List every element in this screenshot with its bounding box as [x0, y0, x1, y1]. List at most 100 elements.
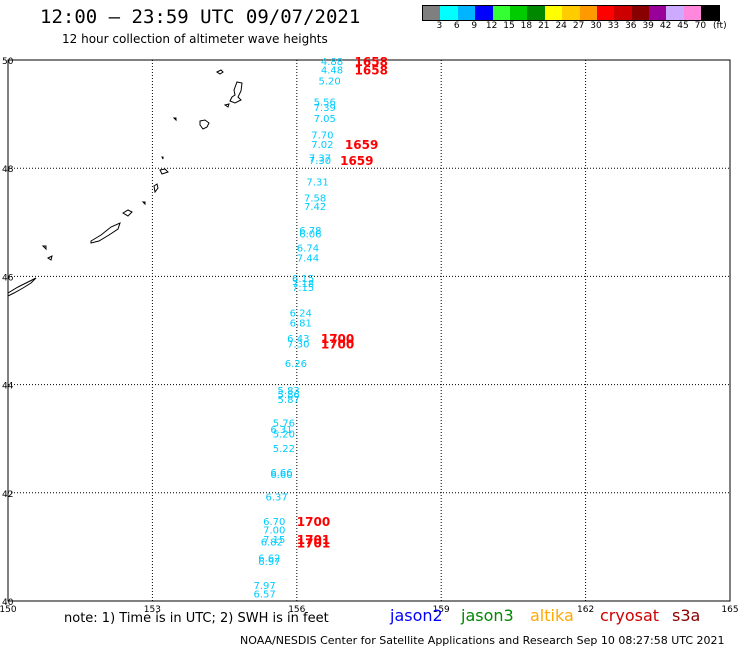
swh-value: 7.97 [253, 581, 275, 592]
swh-value: 7.39 [314, 103, 336, 114]
longitude-label: 150 [0, 605, 17, 615]
swh-value: 7.00 [263, 526, 285, 537]
swh-value: 6.82 [261, 537, 283, 548]
swh-value: 7.05 [314, 114, 336, 125]
legend-label: 70 [694, 21, 707, 31]
swh-value: 7.15 [263, 535, 285, 546]
legend-swatch [562, 6, 580, 20]
swh-value: 5.76 [273, 418, 295, 429]
legend-swatch [579, 6, 597, 20]
legend-label: 42 [659, 21, 672, 31]
satellite-altika: altika [530, 606, 574, 625]
island [141, 201, 146, 206]
swh-values: 4.884.485.205.567.397.057.707.027.377.30… [253, 57, 343, 600]
legend-swatch [527, 6, 545, 20]
island [41, 245, 47, 251]
island [172, 117, 177, 122]
swh-value: 5.56 [314, 98, 336, 109]
swh-value: 7.58 [304, 193, 326, 204]
latitude-label: 42 [2, 490, 13, 500]
latitude-label: 40 [2, 598, 14, 608]
note-text: note: 1) Time is in UTC; 2) SWH is in fe… [64, 611, 329, 626]
satellite-jason3: jason3 [461, 606, 514, 625]
swh-value: 7.44 [297, 253, 319, 264]
time-label: 1700 [321, 332, 354, 346]
island [161, 156, 164, 160]
time-label: 1701 [297, 533, 330, 547]
swh-value: 6.57 [253, 589, 275, 600]
swh-value: 7.30 [309, 156, 331, 167]
island [159, 168, 169, 175]
legend-label: 27 [572, 21, 585, 31]
color-legend [422, 5, 720, 21]
longitude-label: 159 [433, 605, 450, 615]
longitude-label: 165 [721, 605, 738, 615]
satellite-jason2: jason2 [390, 606, 443, 625]
swh-value: 6.81 [290, 318, 312, 329]
swh-value: 7.70 [311, 131, 333, 142]
swh-value: 5.22 [273, 444, 295, 455]
satellite-s3a: s3a [672, 606, 701, 625]
swh-value: 7.02 [311, 140, 333, 151]
time-label: 1659 [345, 138, 378, 152]
map-frame [7, 59, 731, 602]
swh-value: 4.88 [321, 57, 343, 68]
legend-swatch [423, 6, 441, 20]
latitude-label: 44 [2, 382, 14, 392]
latitude-label: 46 [2, 273, 14, 283]
footer-credit: NOAA/NESDIS Center for Satellite Applica… [240, 634, 725, 647]
swh-value: 7.37 [309, 153, 331, 164]
latitude-label: 50 [2, 57, 14, 67]
swh-value: 5.20 [273, 429, 295, 440]
island [199, 119, 210, 130]
legend-swatch [631, 6, 650, 20]
swh-value: 6.15 [292, 274, 314, 285]
longitude-label: 153 [144, 605, 161, 615]
legend-label: 39 [642, 21, 654, 31]
time-label: 1701 [297, 537, 330, 551]
latitude-label: 48 [2, 165, 14, 175]
time-label: 1700 [321, 337, 354, 351]
chart-title: 12:00 — 23:59 UTC 09/07/2021 [40, 6, 361, 28]
legend-swatch [683, 6, 702, 20]
swh-value: 6.70 [263, 517, 285, 528]
island [122, 209, 133, 217]
time-label: 1658 [355, 55, 388, 69]
island [153, 183, 159, 194]
island [216, 69, 224, 75]
swh-value: 6.62 [258, 554, 280, 565]
legend-label: 24 [555, 21, 567, 31]
legend-label: 12 [485, 21, 498, 31]
time-label: 1700 [297, 515, 330, 529]
island [7, 277, 37, 297]
longitude-label: 156 [288, 605, 305, 615]
swh-value: 6.43 [287, 334, 309, 345]
legend-swatch [457, 6, 476, 20]
legend-label: 3 [436, 21, 443, 31]
swh-value: 5.87 [278, 395, 300, 406]
legend-label: 30 [590, 21, 602, 31]
swh-value: 5.83 [278, 386, 300, 397]
swh-value: 6.26 [285, 359, 307, 370]
swh-value: 6.24 [290, 309, 312, 320]
legend-label: 15 [503, 21, 515, 31]
legend-swatch [492, 6, 510, 20]
color-legend-labels: 3 6 9 12 15 18 21 24 27 30 33 36 39 42 45 70 (ft) [422, 21, 740, 33]
swh-value: 5.20 [318, 77, 340, 88]
legend-label: 6 [453, 21, 460, 31]
legend-label: 36 [625, 21, 637, 31]
legend-swatch [440, 6, 458, 20]
swh-value: 6.66 [270, 468, 292, 479]
swh-value: 7.31 [306, 178, 328, 189]
swh-value: 6.97 [258, 557, 280, 568]
legend-swatch [596, 6, 615, 20]
swh-value: 7.18 [292, 279, 314, 290]
island [90, 222, 121, 244]
swh-value: 6.60 [270, 470, 292, 481]
legend-label: 21 [538, 21, 550, 31]
island [47, 255, 53, 261]
legend-label: 33 [607, 21, 620, 31]
